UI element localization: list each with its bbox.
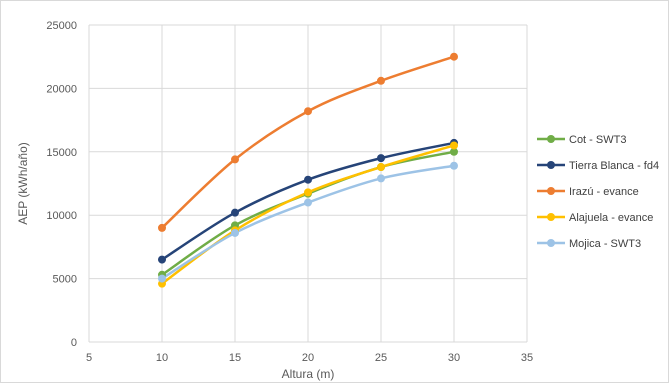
data-point	[304, 188, 312, 197]
legend-marker	[547, 135, 555, 143]
series-points	[158, 52, 458, 288]
y-tick-label: 0	[71, 337, 77, 349]
data-point	[304, 107, 312, 116]
data-point	[450, 141, 458, 150]
legend-marker	[547, 187, 555, 195]
data-point	[231, 228, 239, 237]
x-axis-title: Altura (m)	[282, 367, 335, 381]
data-point	[304, 198, 312, 207]
data-point	[450, 147, 458, 156]
legend-label: Irazú - evance	[569, 186, 639, 198]
legend-label: Mojica - SWT3	[569, 238, 641, 250]
data-point	[304, 175, 312, 184]
x-tick-label: 25	[375, 352, 387, 364]
data-point	[231, 155, 239, 164]
data-point	[158, 274, 166, 283]
y-tick-label: 15000	[46, 147, 77, 159]
data-point	[158, 255, 166, 264]
y-tick-label: 5000	[53, 274, 77, 286]
x-tick-label: 15	[229, 352, 241, 364]
data-point	[231, 208, 239, 217]
data-point	[450, 161, 458, 170]
x-tick-label: 10	[156, 352, 168, 364]
legend-label: Alajuela - evance	[569, 212, 653, 224]
data-point	[158, 223, 166, 232]
data-point	[377, 163, 385, 172]
data-point	[450, 52, 458, 61]
axes: 0 5000 10000 15000 20000 25000 5 10 15 20 25 30 35	[46, 20, 533, 364]
legend-label: Tierra Blanca - fd4	[569, 160, 659, 172]
legend-marker	[547, 239, 555, 247]
y-tick-label: 20000	[46, 83, 77, 95]
y-axis-title: AEP (kWh/año)	[16, 142, 30, 224]
legend: Cot - SWT3 Tierra Blanca - fd4 Irazú - eva…	[537, 134, 659, 250]
data-point	[377, 154, 385, 163]
x-tick-label: 20	[302, 352, 314, 364]
x-tick-label: 5	[86, 352, 92, 364]
legend-marker	[547, 161, 555, 169]
x-tick-label: 35	[521, 352, 533, 364]
series-line	[160, 55, 456, 230]
data-point	[377, 76, 385, 85]
y-tick-label: 10000	[46, 210, 77, 222]
legend-label: Cot - SWT3	[569, 134, 626, 146]
data-point	[377, 174, 385, 183]
y-tick-label: 25000	[46, 20, 77, 32]
x-tick-label: 30	[448, 352, 460, 364]
legend-marker	[547, 213, 555, 221]
